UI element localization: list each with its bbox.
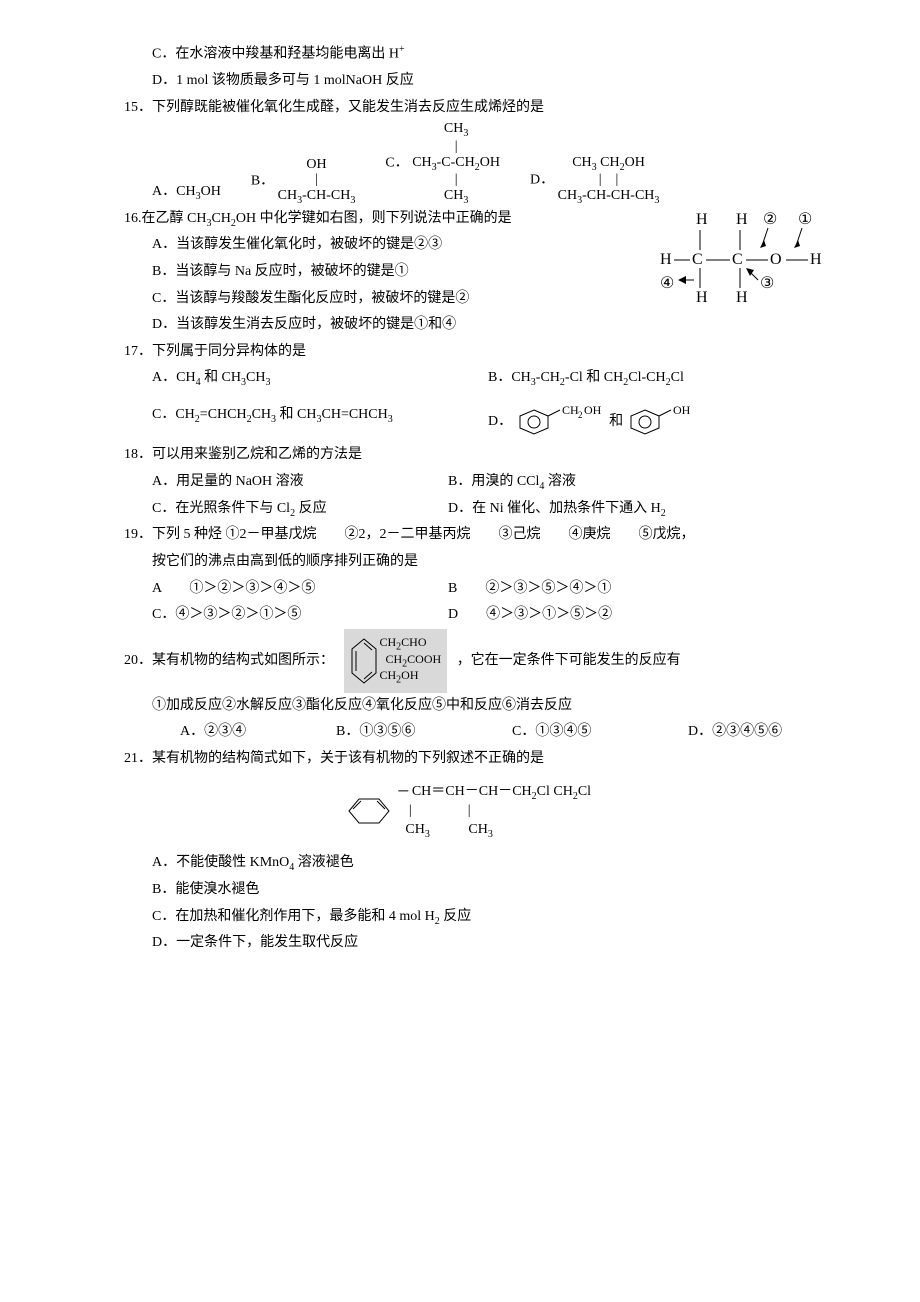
q15-d: D． CH3 CH2OH | | CH3-CH-CH-CH3 [530,155,659,206]
svg-text:①: ① [798,211,812,228]
q20-stem: 20．某有机物的结构式如图所示： CH2CHO CH2COOH CH2OH ，它… [100,629,830,693]
q14-c-sup: + [399,44,405,55]
q19-row1: A ①＞②＞③＞④＞⑤ B ②＞③＞⑤＞④＞① [100,576,830,603]
svg-text:2: 2 [578,410,583,420]
q18-row2: C．在光照条件下与 Cl2 反应 D．在 Ni 催化、加热条件下通入 H2 [100,496,830,523]
q14-c-text: C．在水溶液中羧基和羟基均能电离出 H [152,47,399,62]
q17-row2: C．CH2=CHCH2CH3 和 CH3CH=CHCH3 D． CH2OH 和 … [100,402,830,442]
q16-stem: 16.在乙醇 CH3CH2OH 中化学键如右图，则下列说法中正确的是 [124,211,512,226]
q15-d-struct: CH3 CH2OH | | CH3-CH-CH-CH3 [558,155,660,206]
phenol-icon: OH [627,402,707,442]
svg-text:OH: OH [584,403,602,417]
q20-structure: CH2CHO CH2COOH CH2OH [344,629,448,693]
q16: 16.在乙醇 CH3CH2OH 中化学键如右图，则下列说法中正确的是 H H ② ①… [100,206,830,233]
q15-a-label: A． [152,184,176,199]
q21-d: D．一定条件下，能发生取代反应 [100,930,830,957]
q19-b: B ②＞③＞⑤＞④＞① [448,576,611,603]
q20-a: A．②③④ [180,719,300,746]
svg-text:④: ④ [660,275,674,292]
q15-b-struct: OH | CH3-CH-CH3 [278,157,356,206]
q19-a: A ①＞②＞③＞④＞⑤ [152,576,412,603]
q20-opts: A．②③④ B．①③⑤⑥ C．①③④⑤ D．②③④⑤⑥ [100,719,830,746]
q20-stem-post: ，它在一定条件下可能发生的反应有 [457,653,681,668]
q21-stem: 21．某有机物的结构简式如下，关于该有机物的下列叙述不正确的是 [100,746,830,773]
q17-d-mid: 和 [609,414,623,429]
q19-stem2: 按它们的沸点由高到低的顺序排列正确的是 [100,549,830,576]
svg-text:OH: OH [673,403,691,417]
q18-d: D．在 Ni 催化、加热条件下通入 H2 [448,496,666,523]
q21-structure: ─ CH＝CH－CH－CH＝CH－CH－CHCH2Cl CH2Cl | | CH… [100,783,830,841]
q19-row2: C．④＞③＞②＞①＞⑤ D ④＞③＞①＞⑤＞② [100,602,830,629]
svg-text:O: O [770,251,782,268]
q19-stem: 19．下列 5 种烃 ①2－甲基戊烷 ②2，2－二甲基丙烷 ③己烷 ④庚烷 ⑤戊… [100,522,830,549]
svg-text:C: C [692,251,703,268]
q16-diagram: H H ② ① H C C O H ④ H H ③ [660,206,830,306]
q15-stem: 15．下列醇既能被催化氧化生成醛，又能发生消去反应生成烯烃的是 [100,95,830,122]
q20-list: ①加成反应②水解反应③酯化反应④氧化反应⑤中和反应⑥消去反应 [100,693,830,720]
svg-text:CH: CH [562,403,579,417]
q15-b: B． OH | CH3-CH-CH3 [251,157,356,206]
svg-text:C: C [732,251,743,268]
q18-c: C．在光照条件下与 Cl2 反应 [152,496,412,523]
svg-text:H: H [736,211,748,228]
q20-d: D．②③④⑤⑥ [688,719,782,746]
q15-a-f: CH3OH [176,184,221,199]
q19-c: C．④＞③＞②＞①＞⑤ [152,602,412,629]
q14-option-c: C．在水溶液中羧基和羟基均能电离出 H+ [100,40,830,68]
q17-row1: A．CH4 和 CH3CH3 B．CH3-CH2-Cl 和 CH2Cl-CH2C… [100,365,830,392]
q15-stem-text: 15．下列醇既能被催化氧化生成醛，又能发生消去反应生成烯烃的是 [124,100,544,115]
svg-text:H: H [660,251,672,268]
svg-text:③: ③ [760,275,774,292]
q18-a: A．用足量的 NaOH 溶液 [152,469,412,496]
q19-d: D ④＞③＞①＞⑤＞② [448,602,612,629]
q20-c: C．①③④⑤ [512,719,652,746]
q14-option-d: D．1 mol 该物质最多可与 1 molNaOH 反应 [100,68,830,95]
q17-b: B．CH3-CH2-Cl 和 CH2Cl-CH2Cl [488,365,684,392]
q21-b: B．能使溴水褪色 [100,877,830,904]
q18-row1: A．用足量的 NaOH 溶液 B．用溴的 CCl4 溶液 [100,469,830,496]
q20-b: B．①③⑤⑥ [336,719,476,746]
q15-c: C． CH3 | CH3-C-CH2OH | CH3 [385,121,500,205]
svg-text:②: ② [763,211,777,228]
q17-d: D． CH2OH 和 OH [488,402,707,442]
svg-text:H: H [696,289,708,306]
q15-options: A．CH3OH B． OH | CH3-CH-CH3 C． CH3 | CH3-… [100,121,830,205]
benzyl-alcohol-icon: CH2OH [516,402,606,442]
q17-a: A．CH4 和 CH3CH3 [152,365,452,392]
q17-c: C．CH2=CHCH2CH3 和 CH3CH=CHCH3 [152,402,452,442]
q21-a: A．不能使酸性 KMnO4 溶液褪色 [100,850,830,877]
ethanol-bond-diagram: H H ② ① H C C O H ④ H H ③ [660,206,830,306]
q15-a: A．CH3OH [152,179,221,206]
q17-stem: 17．下列属于同分异构体的是 [100,339,830,366]
q15-c-label: C． [385,156,408,171]
svg-text:H: H [810,251,822,268]
q15-d-label: D． [530,172,554,187]
svg-text:H: H [696,211,708,228]
q15-c-struct: CH3 | CH3-C-CH2OH | CH3 [412,121,500,205]
q14-d-text: D．1 mol 该物质最多可与 1 molNaOH 反应 [152,73,414,88]
q16-d: D．当该醇发生消去反应时，被破坏的键是①和④ [100,312,830,339]
q18-stem: 18．可以用来鉴别乙烷和乙烯的方法是 [100,442,830,469]
svg-text:H: H [736,289,748,306]
q21-c: C．在加热和催化剂作用下，最多能和 4 mol H2 反应 [100,904,830,931]
q18-b: B．用溴的 CCl4 溶液 [448,469,576,496]
benzene-ring-icon [339,793,395,829]
benzene-ring-icon [350,633,380,689]
q15-b-label: B． [251,174,274,189]
q20-stem-pre: 20．某有机物的结构式如图所示： [124,653,334,668]
